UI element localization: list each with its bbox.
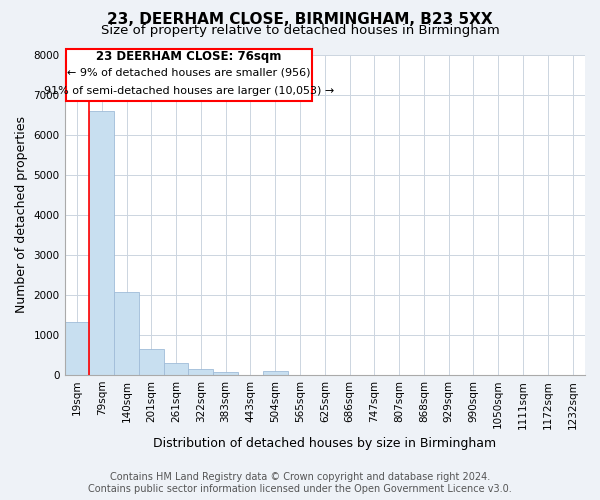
Y-axis label: Number of detached properties: Number of detached properties: [15, 116, 28, 314]
Bar: [213, 372, 238, 375]
Bar: [89, 111, 114, 375]
Bar: [164, 363, 188, 375]
Bar: [188, 369, 213, 375]
Bar: [65, 322, 89, 375]
X-axis label: Distribution of detached houses by size in Birmingham: Distribution of detached houses by size …: [153, 437, 496, 450]
FancyBboxPatch shape: [66, 48, 313, 101]
Text: 91% of semi-detached houses are larger (10,053) →: 91% of semi-detached houses are larger (…: [44, 86, 334, 96]
Text: ← 9% of detached houses are smaller (956): ← 9% of detached houses are smaller (956…: [67, 68, 311, 78]
Bar: [263, 372, 287, 375]
Bar: [114, 292, 139, 375]
Text: 23 DEERHAM CLOSE: 76sqm: 23 DEERHAM CLOSE: 76sqm: [97, 50, 282, 63]
Text: Size of property relative to detached houses in Birmingham: Size of property relative to detached ho…: [101, 24, 499, 37]
Text: 23, DEERHAM CLOSE, BIRMINGHAM, B23 5XX: 23, DEERHAM CLOSE, BIRMINGHAM, B23 5XX: [107, 12, 493, 28]
Text: Contains HM Land Registry data © Crown copyright and database right 2024.
Contai: Contains HM Land Registry data © Crown c…: [88, 472, 512, 494]
Bar: [139, 350, 164, 375]
